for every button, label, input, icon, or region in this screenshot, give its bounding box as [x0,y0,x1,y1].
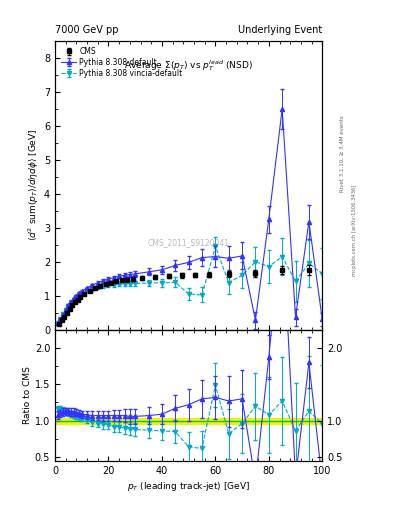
X-axis label: $p_T$ (leading track-jet) [GeV]: $p_T$ (leading track-jet) [GeV] [127,480,250,493]
Text: 7000 GeV pp: 7000 GeV pp [55,25,119,35]
Text: Average $\Sigma(p_T)$ vs $p_T^{lead}$ (NSD): Average $\Sigma(p_T)$ vs $p_T^{lead}$ (N… [124,58,253,73]
Legend: CMS, Pythia 8.308 default, Pythia 8.308 vincia-default: CMS, Pythia 8.308 default, Pythia 8.308 … [59,45,185,80]
Bar [55,418,322,423]
Text: Underlying Event: Underlying Event [238,25,322,35]
Text: mcplots.cern.ch [arXiv:1306.3436]: mcplots.cern.ch [arXiv:1306.3436] [352,185,357,276]
Y-axis label: $\langle d^2$ sum$(p_T)/d\eta d\phi\rangle$ [GeV]: $\langle d^2$ sum$(p_T)/d\eta d\phi\rang… [27,129,41,242]
Text: CMS_2011_S9120041: CMS_2011_S9120041 [148,239,230,247]
Text: Rivet 3.1.10, ≥ 3.4M events: Rivet 3.1.10, ≥ 3.4M events [340,115,345,192]
Y-axis label: Ratio to CMS: Ratio to CMS [23,366,32,424]
